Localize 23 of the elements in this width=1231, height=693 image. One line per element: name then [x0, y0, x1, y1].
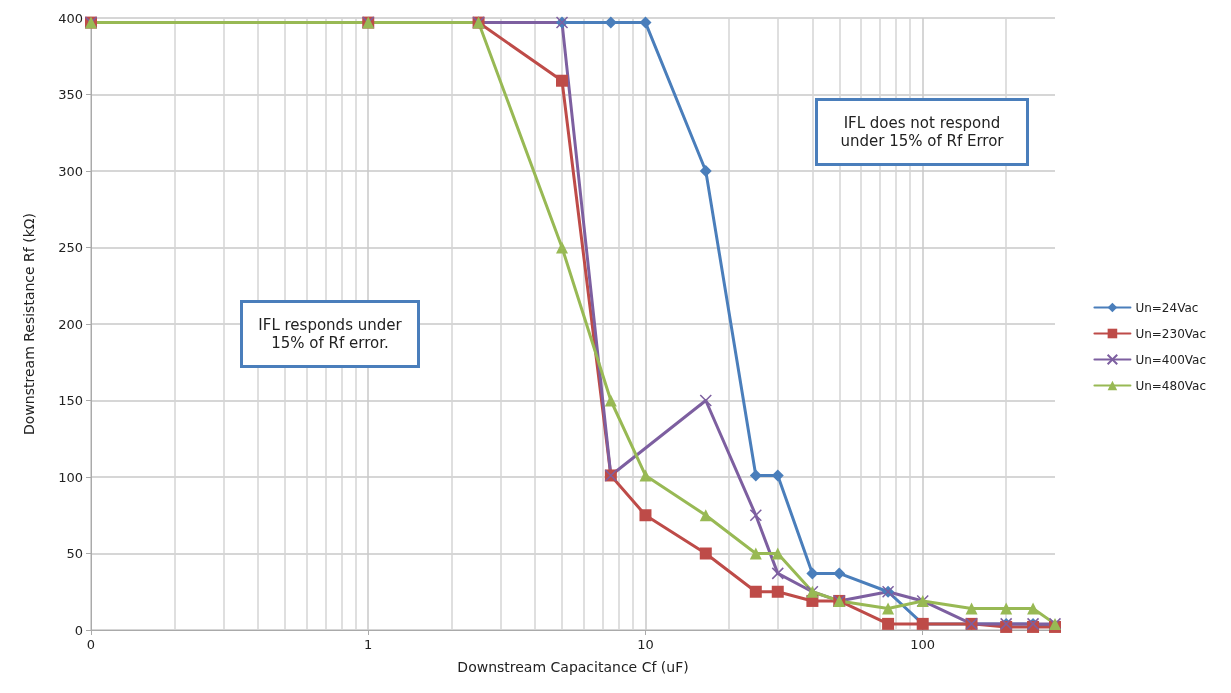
x-tick-label: 100 [910, 637, 936, 652]
legend-label: Un=480Vac [1135, 378, 1206, 393]
legend-label: Un=400Vac [1135, 352, 1206, 367]
legend-label: Un=24Vac [1135, 300, 1199, 315]
y-tick-label: 400 [58, 10, 83, 26]
y-tick-label: 250 [58, 240, 83, 255]
y-tick-label: 0 [74, 622, 83, 638]
x-tick-label: 0 [86, 637, 96, 652]
y-tick-label: 50 [66, 546, 83, 561]
y-tick-label: 350 [58, 87, 83, 102]
annotation: IFL does not respond under 15% of Rf Error [839, 114, 1005, 150]
legend-label: Un=230Vac [1135, 326, 1206, 341]
x-tick-label: 10 [637, 637, 654, 652]
y-tick-label: 150 [58, 393, 83, 408]
y-axis-title: Downstream Resistance Rf (kΩ) [21, 213, 37, 435]
y-tick-label: 200 [58, 316, 83, 332]
annotation: IFL responds under 15% of Rf error. [257, 316, 403, 352]
y-tick-label: 100 [58, 469, 83, 485]
note-box: IFL responds under 15% of Rf error. [240, 300, 420, 368]
x-axis-title: Downstream Capacitance Cf (uF) [457, 659, 689, 675]
note-box: IFL does not respond under 15% of Rf Error [815, 98, 1029, 166]
y-tick-label: 300 [58, 163, 83, 179]
x-tick-label: 1 [364, 637, 373, 652]
